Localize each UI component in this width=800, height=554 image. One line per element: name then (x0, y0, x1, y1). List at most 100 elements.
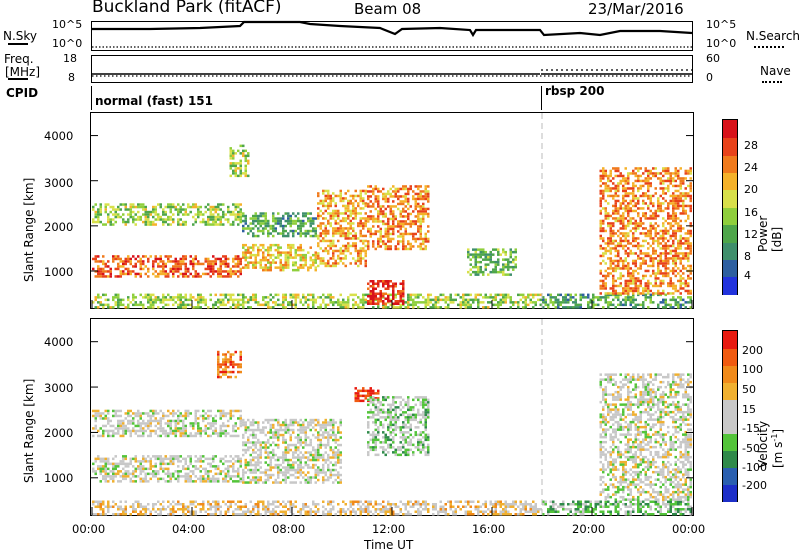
velocity-cell (204, 480, 207, 483)
power-cell (477, 293, 480, 297)
velocity-cell (147, 427, 150, 430)
power-cell (252, 298, 255, 302)
power-cell (399, 240, 402, 243)
power-cell (117, 267, 120, 271)
power-cell (264, 227, 267, 230)
velocity-cell (424, 503, 427, 506)
velocity-cell (187, 508, 190, 511)
power-cell (317, 306, 320, 309)
power-cell (499, 253, 502, 256)
power-cell (347, 189, 350, 193)
power-cell (119, 298, 122, 302)
velocity-cell (194, 419, 197, 423)
power-cell (324, 194, 327, 198)
power-cell (364, 219, 367, 223)
power-cell (377, 205, 380, 208)
power-cell (122, 260, 125, 263)
velocity-cell (92, 503, 95, 506)
velocity-cell (107, 508, 110, 511)
power-cell (284, 263, 287, 267)
velocity-cell (104, 472, 107, 476)
power-cell (377, 242, 380, 246)
power-cell (92, 205, 95, 209)
power-cell (357, 212, 360, 215)
power-cell (387, 200, 390, 203)
power-cell (359, 212, 362, 215)
velocity-cell (219, 513, 222, 516)
velocity-cell (362, 510, 365, 513)
power-cell (344, 237, 347, 240)
power-cell (369, 285, 372, 288)
power-cell (379, 210, 382, 213)
power-cell (239, 208, 242, 211)
power-cell (147, 257, 150, 261)
power-cell (477, 301, 480, 304)
velocity-cell (209, 424, 212, 428)
power-cell (354, 209, 357, 213)
power-cell (542, 298, 545, 302)
velocity-cell (169, 455, 172, 458)
power-cell (419, 220, 422, 223)
power-cell (279, 258, 282, 262)
power-cell (492, 268, 495, 271)
power-cell (219, 301, 222, 304)
power-cell (164, 220, 167, 224)
velocity-cell (99, 467, 102, 471)
velocity-cell (149, 429, 152, 433)
power-cell (174, 296, 177, 299)
velocity-cell (214, 429, 217, 433)
power-cell (372, 245, 375, 248)
power-cell (212, 220, 215, 224)
velocity-cell (152, 412, 155, 415)
velocity-cell (94, 457, 97, 461)
power-cell (272, 227, 275, 230)
power-cell (469, 273, 472, 276)
power-cell (177, 210, 180, 214)
velocity-cell (199, 465, 202, 468)
power-cell (322, 202, 325, 205)
power-cell (112, 306, 115, 309)
power-cell (219, 215, 222, 219)
power-cell (177, 303, 180, 307)
power-cell (317, 242, 320, 245)
velocity-cell (219, 432, 222, 435)
velocity-cell (309, 513, 312, 516)
power-cell (367, 227, 370, 231)
power-cell (289, 253, 292, 257)
velocity-cell (214, 510, 217, 513)
power-cell (184, 208, 187, 211)
velocity-cell (112, 477, 115, 481)
power-cell (494, 265, 497, 269)
power-cell (212, 267, 215, 271)
velocity-cell (229, 500, 232, 503)
velocity-cell (197, 424, 200, 428)
power-cell (322, 239, 325, 243)
power-cell (172, 272, 175, 276)
velocity-cell (304, 505, 307, 508)
power-cell (252, 266, 255, 269)
power-cell (344, 303, 347, 307)
power-cell (352, 237, 355, 240)
power-cell (399, 297, 402, 300)
power-cell (507, 268, 510, 271)
velocity-cell (179, 432, 182, 435)
velocity-cell (367, 500, 370, 503)
velocity-cell (177, 419, 180, 423)
power-cell (477, 273, 480, 276)
power-cell (274, 227, 277, 230)
velocity-cell (257, 508, 260, 511)
velocity-cell (229, 434, 232, 438)
velocity-cell (139, 505, 142, 508)
power-cell (349, 222, 352, 225)
power-cell (382, 220, 385, 223)
power-cell (474, 296, 477, 299)
power-cell (417, 202, 420, 206)
velocity-cell (144, 429, 147, 433)
power-cell (172, 213, 175, 216)
velocity-cell (104, 457, 107, 461)
power-cell (244, 296, 247, 299)
velocity-cell (232, 467, 235, 471)
power-cell (244, 217, 247, 220)
power-cell (284, 258, 287, 262)
power-cell (262, 303, 265, 307)
